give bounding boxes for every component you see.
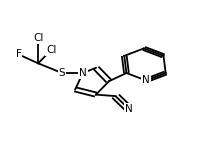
Text: N: N — [142, 75, 150, 86]
Text: N: N — [79, 68, 87, 78]
Text: Cl: Cl — [33, 33, 43, 43]
Text: Cl: Cl — [46, 45, 56, 55]
Text: S: S — [59, 68, 65, 78]
Text: F: F — [16, 49, 21, 59]
Text: N: N — [125, 104, 133, 114]
